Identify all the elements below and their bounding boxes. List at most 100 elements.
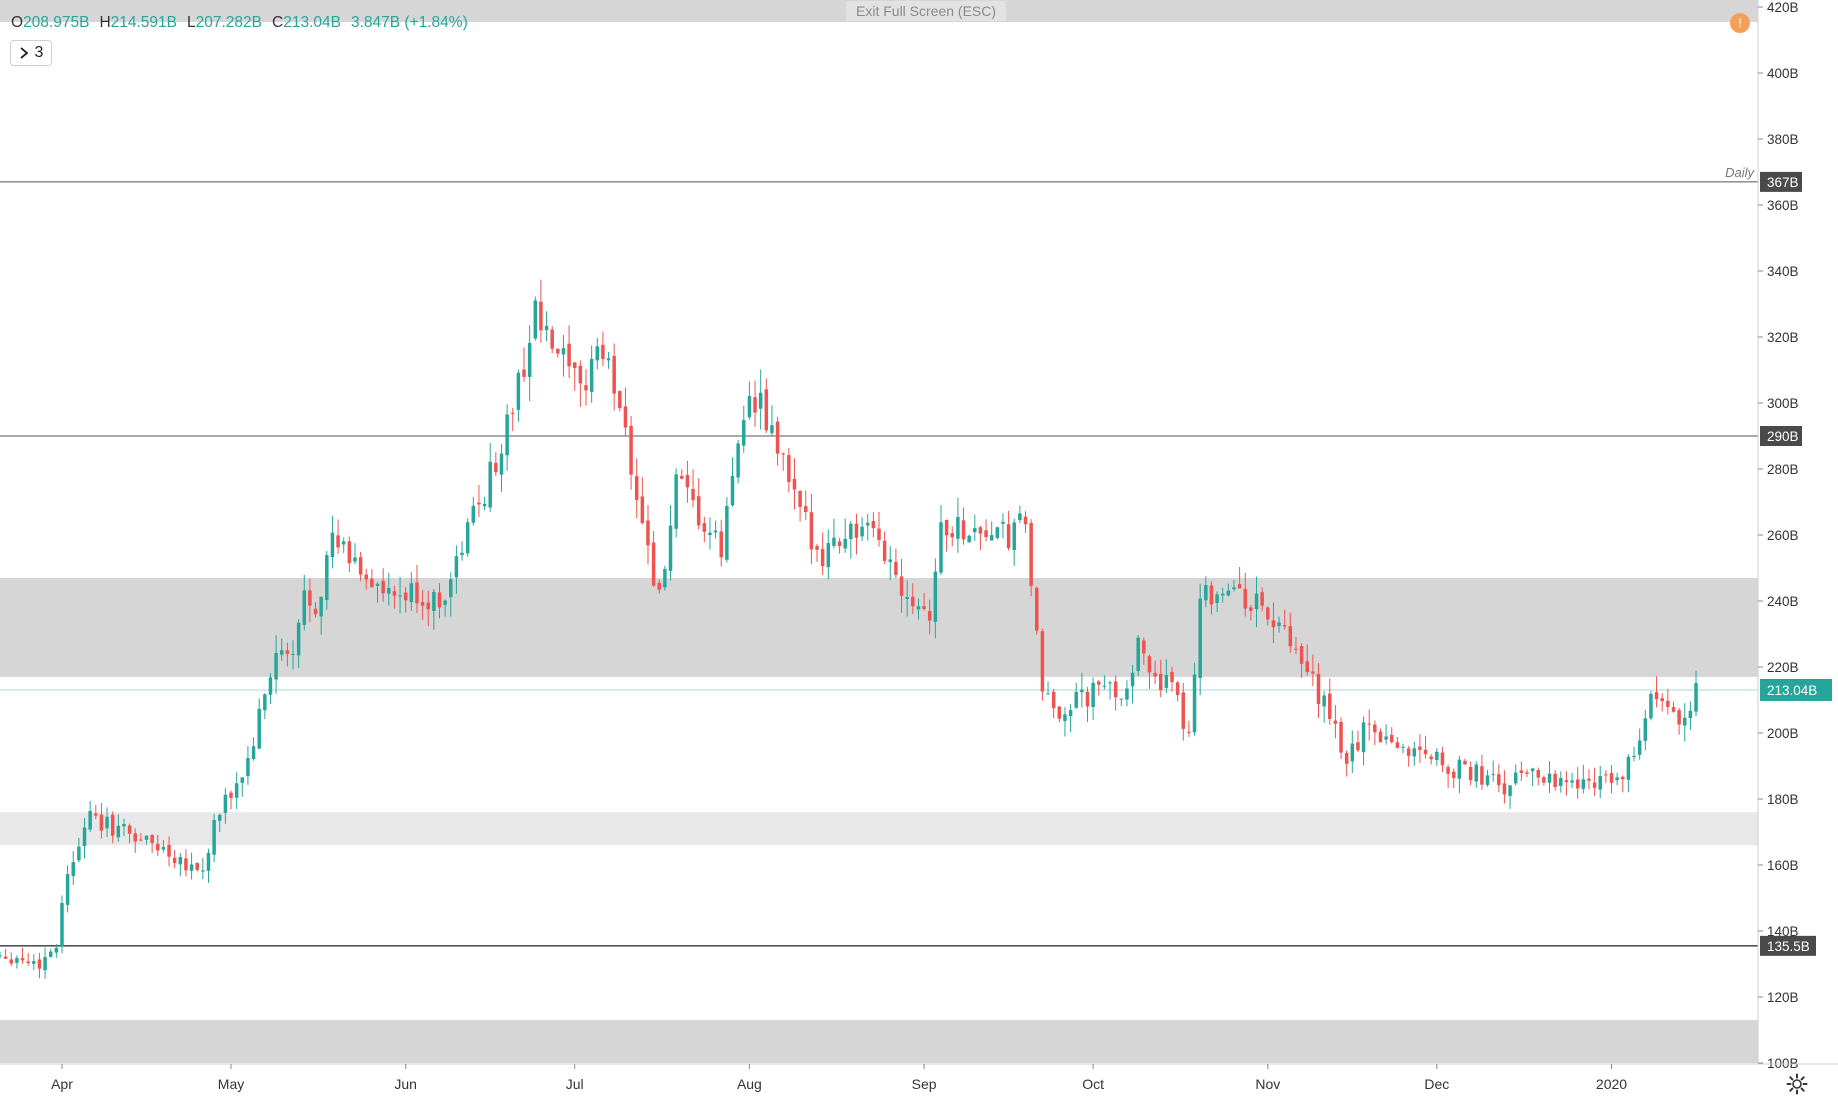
candle-body bbox=[973, 528, 977, 533]
candle-body bbox=[1671, 707, 1676, 712]
candle-body bbox=[753, 397, 757, 413]
candle-body bbox=[167, 844, 171, 857]
candle bbox=[882, 531, 887, 564]
candle bbox=[742, 405, 746, 453]
candle bbox=[1406, 745, 1411, 767]
candle bbox=[612, 343, 616, 411]
candle-body bbox=[1046, 693, 1050, 695]
candle-body bbox=[1209, 585, 1214, 605]
candle bbox=[1299, 643, 1304, 678]
y-tick-label: 140B bbox=[1767, 924, 1799, 939]
candle-body bbox=[1344, 752, 1349, 764]
candle bbox=[640, 477, 645, 525]
candle-body bbox=[398, 595, 402, 597]
candle bbox=[916, 598, 921, 620]
candle bbox=[201, 857, 205, 880]
candle bbox=[1271, 602, 1276, 644]
candle bbox=[1311, 654, 1315, 686]
candle-body bbox=[539, 301, 543, 331]
current-price-badge bbox=[1760, 678, 1832, 701]
candle bbox=[229, 790, 233, 810]
y-tick-label: 180B bbox=[1767, 792, 1799, 807]
candle bbox=[663, 565, 667, 591]
candle-body bbox=[1266, 607, 1270, 620]
candle bbox=[494, 452, 498, 477]
candle-body bbox=[9, 959, 14, 964]
candle-body bbox=[133, 833, 137, 842]
candle-body bbox=[843, 538, 847, 549]
candle-body bbox=[144, 835, 149, 840]
candle-body bbox=[1294, 648, 1298, 650]
candle bbox=[899, 558, 904, 613]
candle-body bbox=[1688, 710, 1693, 719]
gear-icon[interactable] bbox=[1786, 1073, 1808, 1095]
x-tick-label: Nov bbox=[1255, 1076, 1280, 1092]
candle bbox=[1530, 767, 1535, 787]
candle-body bbox=[1683, 717, 1687, 726]
indicators-toggle-button[interactable]: 3 bbox=[10, 40, 52, 66]
candle-body bbox=[1423, 749, 1428, 755]
candle bbox=[601, 331, 605, 367]
candle-body bbox=[556, 348, 560, 354]
candle-body bbox=[1136, 637, 1140, 672]
exit-fullscreen-button[interactable]: Exit Full Screen (ESC) bbox=[846, 1, 1007, 21]
candle bbox=[1220, 587, 1225, 603]
candle-body bbox=[584, 385, 588, 391]
candle bbox=[725, 497, 729, 563]
candle-body bbox=[978, 527, 983, 534]
candle-body bbox=[1085, 691, 1090, 707]
candle bbox=[110, 811, 115, 844]
candle-body bbox=[1626, 756, 1631, 780]
candle-body bbox=[488, 461, 492, 508]
candle-body bbox=[511, 412, 515, 414]
candle-body bbox=[161, 846, 166, 850]
candle bbox=[71, 851, 75, 885]
candle-body bbox=[1232, 587, 1236, 590]
candle-body bbox=[1311, 671, 1315, 674]
candle-body bbox=[1356, 742, 1360, 751]
candle-body bbox=[1158, 673, 1163, 691]
candle-body bbox=[618, 391, 622, 409]
y-tick-label: 220B bbox=[1767, 660, 1799, 675]
candle bbox=[606, 352, 611, 369]
candle bbox=[398, 576, 402, 614]
candle-body bbox=[916, 606, 921, 610]
candle-body bbox=[747, 396, 752, 418]
candle-body bbox=[387, 588, 391, 594]
candle-body bbox=[877, 528, 881, 540]
candle-body bbox=[837, 541, 842, 547]
candle bbox=[43, 947, 47, 979]
info-icon[interactable]: ! bbox=[1730, 13, 1750, 33]
candle-body bbox=[240, 777, 245, 783]
candle bbox=[1192, 662, 1197, 736]
candle bbox=[1390, 727, 1394, 744]
candle bbox=[1136, 634, 1140, 677]
candle-body bbox=[1367, 723, 1371, 725]
candle bbox=[161, 840, 166, 853]
candle bbox=[1677, 707, 1681, 735]
candle bbox=[809, 493, 814, 565]
candle bbox=[1429, 754, 1433, 765]
candle bbox=[263, 693, 267, 720]
candle-body bbox=[471, 505, 476, 523]
candle bbox=[116, 814, 121, 842]
candle bbox=[454, 545, 459, 594]
candle-body bbox=[1649, 693, 1653, 719]
candle bbox=[1356, 730, 1360, 753]
candle-body bbox=[1604, 774, 1608, 776]
candle bbox=[544, 311, 549, 342]
candle bbox=[668, 505, 673, 581]
candle bbox=[1215, 591, 1219, 613]
candle-body bbox=[88, 810, 92, 830]
price-zone bbox=[0, 812, 1758, 846]
candle-body bbox=[274, 653, 278, 680]
candle bbox=[1451, 768, 1456, 789]
low-value: 207.282B bbox=[195, 14, 263, 31]
candle bbox=[1142, 637, 1146, 665]
candle bbox=[1091, 677, 1095, 720]
candle-body bbox=[1040, 631, 1045, 692]
candle-body bbox=[1051, 691, 1056, 709]
candle bbox=[1547, 761, 1552, 794]
